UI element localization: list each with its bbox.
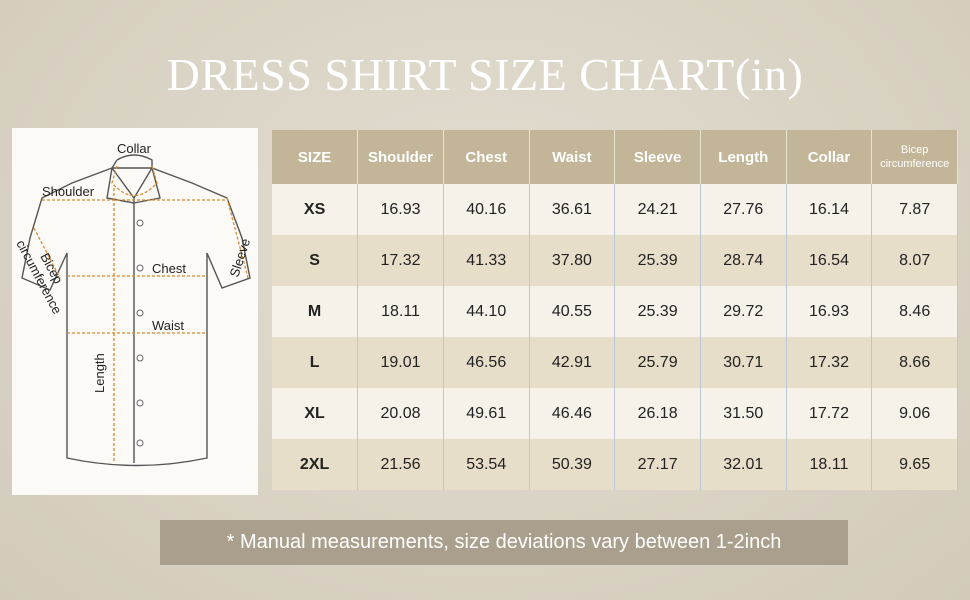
- cell: 19.01: [357, 337, 444, 388]
- footnote: * Manual measurements, size deviations v…: [160, 520, 848, 565]
- cell: 16.93: [786, 286, 873, 337]
- column-header: SIZE: [272, 130, 359, 184]
- cell: 41.33: [443, 235, 530, 286]
- table-row: M 18.11 44.10 40.55 25.39 29.72 16.93 8.46: [272, 286, 958, 337]
- cell: 24.21: [614, 184, 701, 235]
- cell: 42.91: [529, 337, 616, 388]
- table-row: XS 16.93 40.16 36.61 24.21 27.76 16.14 7.87: [272, 184, 958, 235]
- cell: 40.16: [443, 184, 530, 235]
- cell: 7.87: [871, 184, 958, 235]
- size-cell: S: [272, 235, 359, 286]
- cell: 25.79: [614, 337, 701, 388]
- measure-lines: [33, 165, 249, 463]
- label-waist: Waist: [152, 318, 184, 333]
- cell: 20.08: [357, 388, 444, 439]
- cell: 25.39: [614, 235, 701, 286]
- column-header: Collar: [786, 130, 873, 184]
- size-cell: M: [272, 286, 359, 337]
- column-header: Chest: [443, 130, 530, 184]
- column-header: Waist: [529, 130, 616, 184]
- cell: 46.56: [443, 337, 530, 388]
- cell: 27.17: [614, 439, 701, 490]
- cell: 21.56: [357, 439, 444, 490]
- shirt-svg: Collar Shoulder Chest Waist Sleeve Lengt…: [13, 141, 253, 467]
- table-row: S 17.32 41.33 37.80 25.39 28.74 16.54 8.07: [272, 235, 958, 286]
- cell: 18.11: [786, 439, 873, 490]
- label-shoulder: Shoulder: [42, 184, 95, 199]
- cell: 9.65: [871, 439, 958, 490]
- cell: 16.54: [786, 235, 873, 286]
- table-row: L 19.01 46.56 42.91 25.79 30.71 17.32 8.66: [272, 337, 958, 388]
- size-cell: XL: [272, 388, 359, 439]
- size-table: SIZE Shoulder Chest Waist Sleeve Length Collar…: [272, 130, 958, 490]
- header-row: SIZE Shoulder Chest Waist Sleeve Length Collar…: [272, 130, 958, 184]
- buttons: [136, 219, 144, 447]
- title: DRESS SHIRT SIZE CHART(in): [166, 49, 804, 100]
- cell: 31.50: [700, 388, 787, 439]
- shirt-outline: [21, 154, 251, 467]
- cell: 32.01: [700, 439, 787, 490]
- cell: 44.10: [443, 286, 530, 337]
- cell: 25.39: [614, 286, 701, 337]
- table-row: 2XL 21.56 53.54 50.39 27.17 32.01 18.11 9.65: [272, 439, 958, 490]
- cell: 9.06: [871, 388, 958, 439]
- cell: 28.74: [700, 235, 787, 286]
- cell: 17.32: [786, 337, 873, 388]
- cell: 16.14: [786, 184, 873, 235]
- column-header: Length: [700, 130, 787, 184]
- cell: 8.07: [871, 235, 958, 286]
- cell: 49.61: [443, 388, 530, 439]
- size-cell: XS: [272, 184, 359, 235]
- cell: 50.39: [529, 439, 616, 490]
- column-header: Bicep circumference: [871, 130, 958, 184]
- label-chest: Chest: [152, 261, 186, 276]
- cell: 17.32: [357, 235, 444, 286]
- label-length: Length: [92, 353, 107, 393]
- cell: 46.46: [529, 388, 616, 439]
- cell: 16.93: [357, 184, 444, 235]
- cell: 29.72: [700, 286, 787, 337]
- label-collar: Collar: [117, 141, 152, 156]
- cell: 30.71: [700, 337, 787, 388]
- table-row: XL 20.08 49.61 46.46 26.18 31.50 17.72 9.06: [272, 388, 958, 439]
- cell: 36.61: [529, 184, 616, 235]
- cell: 40.55: [529, 286, 616, 337]
- cell: 37.80: [529, 235, 616, 286]
- size-cell: L: [272, 337, 359, 388]
- shirt-diagram: Collar Shoulder Chest Waist Sleeve Lengt…: [12, 128, 258, 495]
- cell: 17.72: [786, 388, 873, 439]
- cell: 26.18: [614, 388, 701, 439]
- cell: 18.11: [357, 286, 444, 337]
- column-header: Shoulder: [357, 130, 444, 184]
- cell: 27.76: [700, 184, 787, 235]
- cell: 53.54: [443, 439, 530, 490]
- column-header: Sleeve: [614, 130, 701, 184]
- cell: 8.66: [871, 337, 958, 388]
- size-cell: 2XL: [272, 439, 359, 490]
- cell: 8.46: [871, 286, 958, 337]
